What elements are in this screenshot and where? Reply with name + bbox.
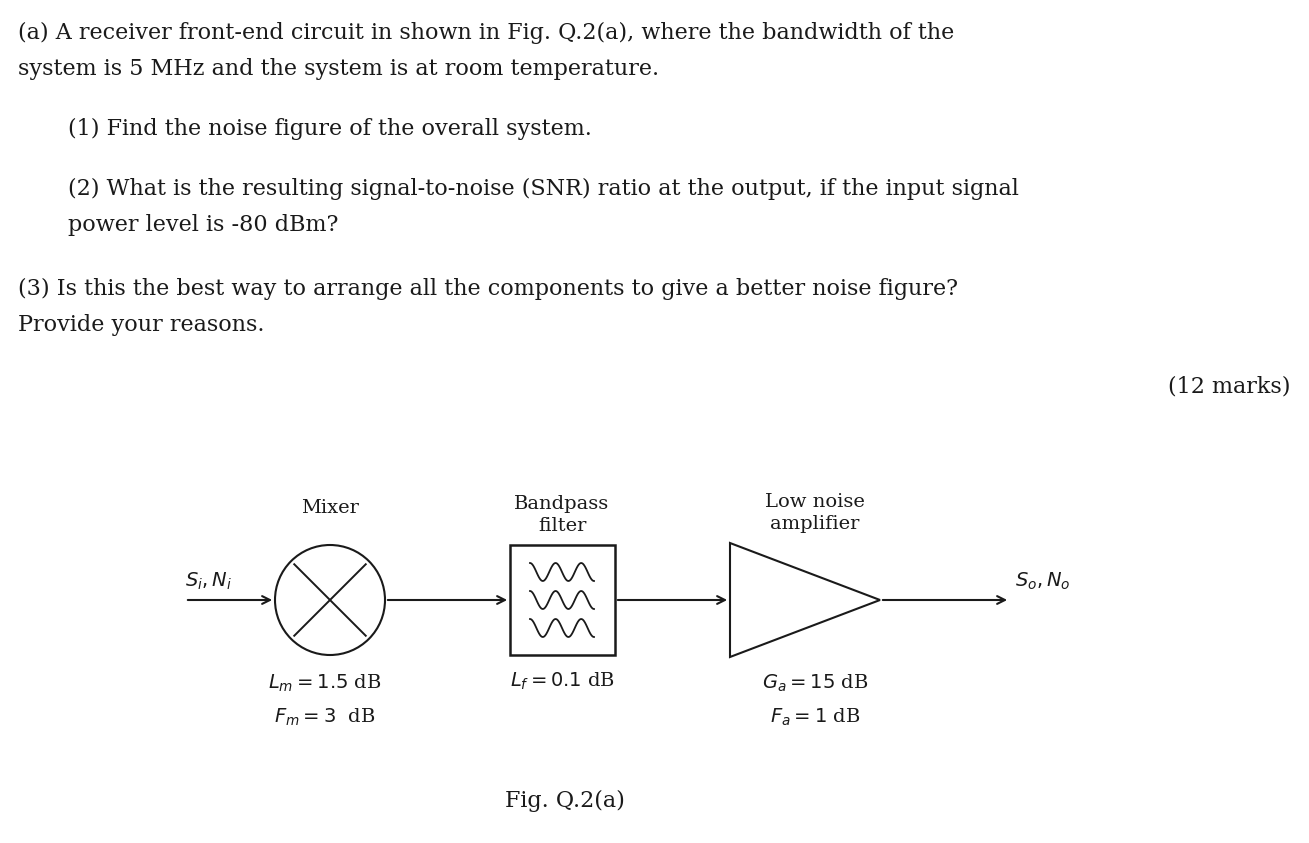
Text: (12 marks): (12 marks) [1168,375,1289,397]
Text: $L_m=1.5$ dB: $L_m=1.5$ dB [268,673,382,695]
Text: Provide your reasons.: Provide your reasons. [18,314,264,336]
Text: system is 5 MHz and the system is at room temperature.: system is 5 MHz and the system is at roo… [18,58,660,80]
Text: Mixer: Mixer [301,499,359,517]
Text: $F_m=3$  dB: $F_m=3$ dB [275,707,376,728]
Text: (2) What is the resulting signal-to-noise (SNR) ratio at the output, if the inpu: (2) What is the resulting signal-to-nois… [68,178,1018,200]
Text: $S_o, N_o$: $S_o, N_o$ [1014,571,1071,592]
Text: (3) Is this the best way to arrange all the components to give a better noise fi: (3) Is this the best way to arrange all … [18,278,958,300]
Text: (a) A receiver front-end circuit in shown in Fig. Q.2(a), where the bandwidth of: (a) A receiver front-end circuit in show… [18,22,954,44]
Text: $L_f=0.1$ dB: $L_f=0.1$ dB [509,671,614,692]
Text: $F_a=1$ dB: $F_a=1$ dB [770,707,860,728]
FancyBboxPatch shape [511,545,615,655]
Text: Low noise: Low noise [764,493,865,511]
Text: $G_a=15$ dB: $G_a=15$ dB [762,673,868,695]
Text: amplifier: amplifier [770,515,860,533]
Text: filter: filter [538,517,586,535]
Text: $S_i, N_i$: $S_i, N_i$ [185,571,232,592]
Text: (1) Find the noise figure of the overall system.: (1) Find the noise figure of the overall… [68,118,592,140]
Text: Bandpass: Bandpass [514,495,610,513]
Text: power level is -80 dBm?: power level is -80 dBm? [68,214,338,236]
Text: Fig. Q.2(a): Fig. Q.2(a) [505,790,624,812]
